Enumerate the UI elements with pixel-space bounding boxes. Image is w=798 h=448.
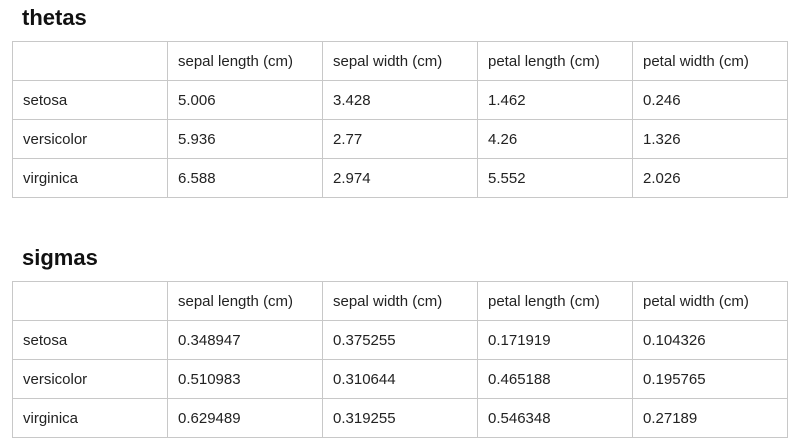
table-cell: 1.462 (477, 80, 633, 120)
table-cell: 0.195765 (632, 359, 788, 399)
thetas-title: thetas (22, 5, 87, 30)
table-cell: 0.629489 (167, 398, 323, 438)
table-row: setosa 5.006 3.428 1.462 0.246 (12, 80, 788, 120)
table-row: versicolor 0.510983 0.310644 0.465188 0.… (12, 359, 788, 399)
sigmas-title: sigmas (22, 245, 98, 270)
table-cell: 0.546348 (477, 398, 633, 438)
table-cell: 2.77 (322, 119, 478, 159)
table-cell: 3.428 (322, 80, 478, 120)
table-cell: 0.27189 (632, 398, 788, 438)
table-row: virginica 6.588 2.974 5.552 2.026 (12, 158, 788, 198)
table-row: versicolor 5.936 2.77 4.26 1.326 (12, 119, 788, 159)
thetas-table: sepal length (cm) sepal width (cm) petal… (12, 41, 788, 198)
table-cell: 4.26 (477, 119, 633, 159)
table-cell: 0.171919 (477, 320, 633, 360)
row-label: versicolor (12, 359, 168, 399)
table-cell: 2.974 (322, 158, 478, 198)
row-label: virginica (12, 158, 168, 198)
header-cell-petal-width: petal width (cm) (632, 41, 788, 81)
table-cell: 0.348947 (167, 320, 323, 360)
header-cell-petal-length: petal length (cm) (477, 281, 633, 321)
row-label: setosa (12, 80, 168, 120)
header-cell-sepal-width: sepal width (cm) (322, 41, 478, 81)
table-cell: 0.310644 (322, 359, 478, 399)
table-cell: 5.006 (167, 80, 323, 120)
table-cell: 5.936 (167, 119, 323, 159)
table-cell: 0.375255 (322, 320, 478, 360)
table-cell: 5.552 (477, 158, 633, 198)
header-cell-index (12, 281, 168, 321)
header-cell-petal-length: petal length (cm) (477, 41, 633, 81)
header-cell-index (12, 41, 168, 81)
table-header-row: sepal length (cm) sepal width (cm) petal… (12, 41, 788, 81)
header-cell-sepal-length: sepal length (cm) (167, 41, 323, 81)
table-cell: 6.588 (167, 158, 323, 198)
table-row: setosa 0.348947 0.375255 0.171919 0.1043… (12, 320, 788, 360)
table-cell: 0.465188 (477, 359, 633, 399)
table-cell: 0.319255 (322, 398, 478, 438)
row-label: versicolor (12, 119, 168, 159)
table-cell: 1.326 (632, 119, 788, 159)
table-cell: 0.104326 (632, 320, 788, 360)
row-label: setosa (12, 320, 168, 360)
sigmas-table: sepal length (cm) sepal width (cm) petal… (12, 281, 788, 438)
table-row: virginica 0.629489 0.319255 0.546348 0.2… (12, 398, 788, 438)
table-cell: 0.246 (632, 80, 788, 120)
header-cell-sepal-width: sepal width (cm) (322, 281, 478, 321)
table-cell: 2.026 (632, 158, 788, 198)
header-cell-petal-width: petal width (cm) (632, 281, 788, 321)
table-header-row: sepal length (cm) sepal width (cm) petal… (12, 281, 788, 321)
header-cell-sepal-length: sepal length (cm) (167, 281, 323, 321)
table-cell: 0.510983 (167, 359, 323, 399)
row-label: virginica (12, 398, 168, 438)
